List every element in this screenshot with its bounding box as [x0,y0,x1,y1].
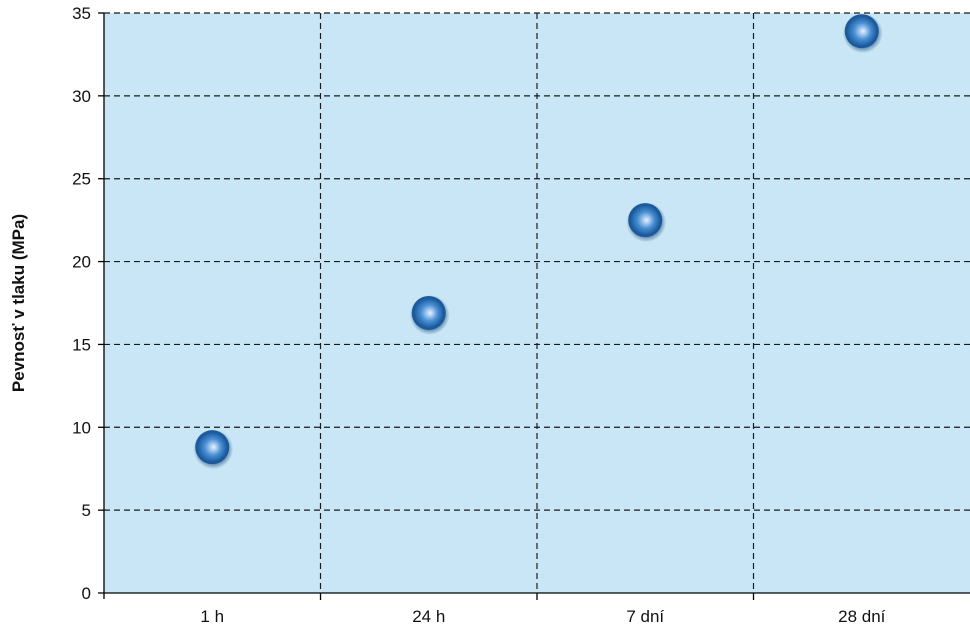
data-point-sphere [846,16,877,47]
data-point [626,202,667,243]
y-tick-label: 25 [72,170,91,189]
data-point-sphere [197,432,228,463]
data-point-sphere [630,205,661,236]
data-point-sphere [413,297,444,328]
axes [98,12,970,600]
data-point [842,13,883,54]
y-tick-label: 15 [72,335,91,354]
grid-lines [104,12,970,593]
x-tick-label: 28 dní [838,607,886,626]
x-tick-label: 7 dní [626,607,664,626]
y-tick-labels: 0 5 10 15 20 25 30 35 [72,4,91,603]
x-tick-label: 1 h [200,607,224,626]
y-tick-label: 10 [72,418,91,437]
y-tick-label: 20 [72,253,91,272]
y-tick-label: 35 [72,4,91,23]
y-tick-label: 5 [82,501,91,520]
x-tick-labels: 1 h 24 h 7 dní 28 dní [200,607,885,626]
data-point [193,429,234,470]
x-tick-label: 24 h [412,607,445,626]
y-tick-label: 0 [82,584,91,603]
y-axis-title: Pevnosť v tlaku (MPa) [9,214,28,392]
data-point [409,294,450,335]
y-tick-label: 30 [72,87,91,106]
data-points [193,13,883,470]
